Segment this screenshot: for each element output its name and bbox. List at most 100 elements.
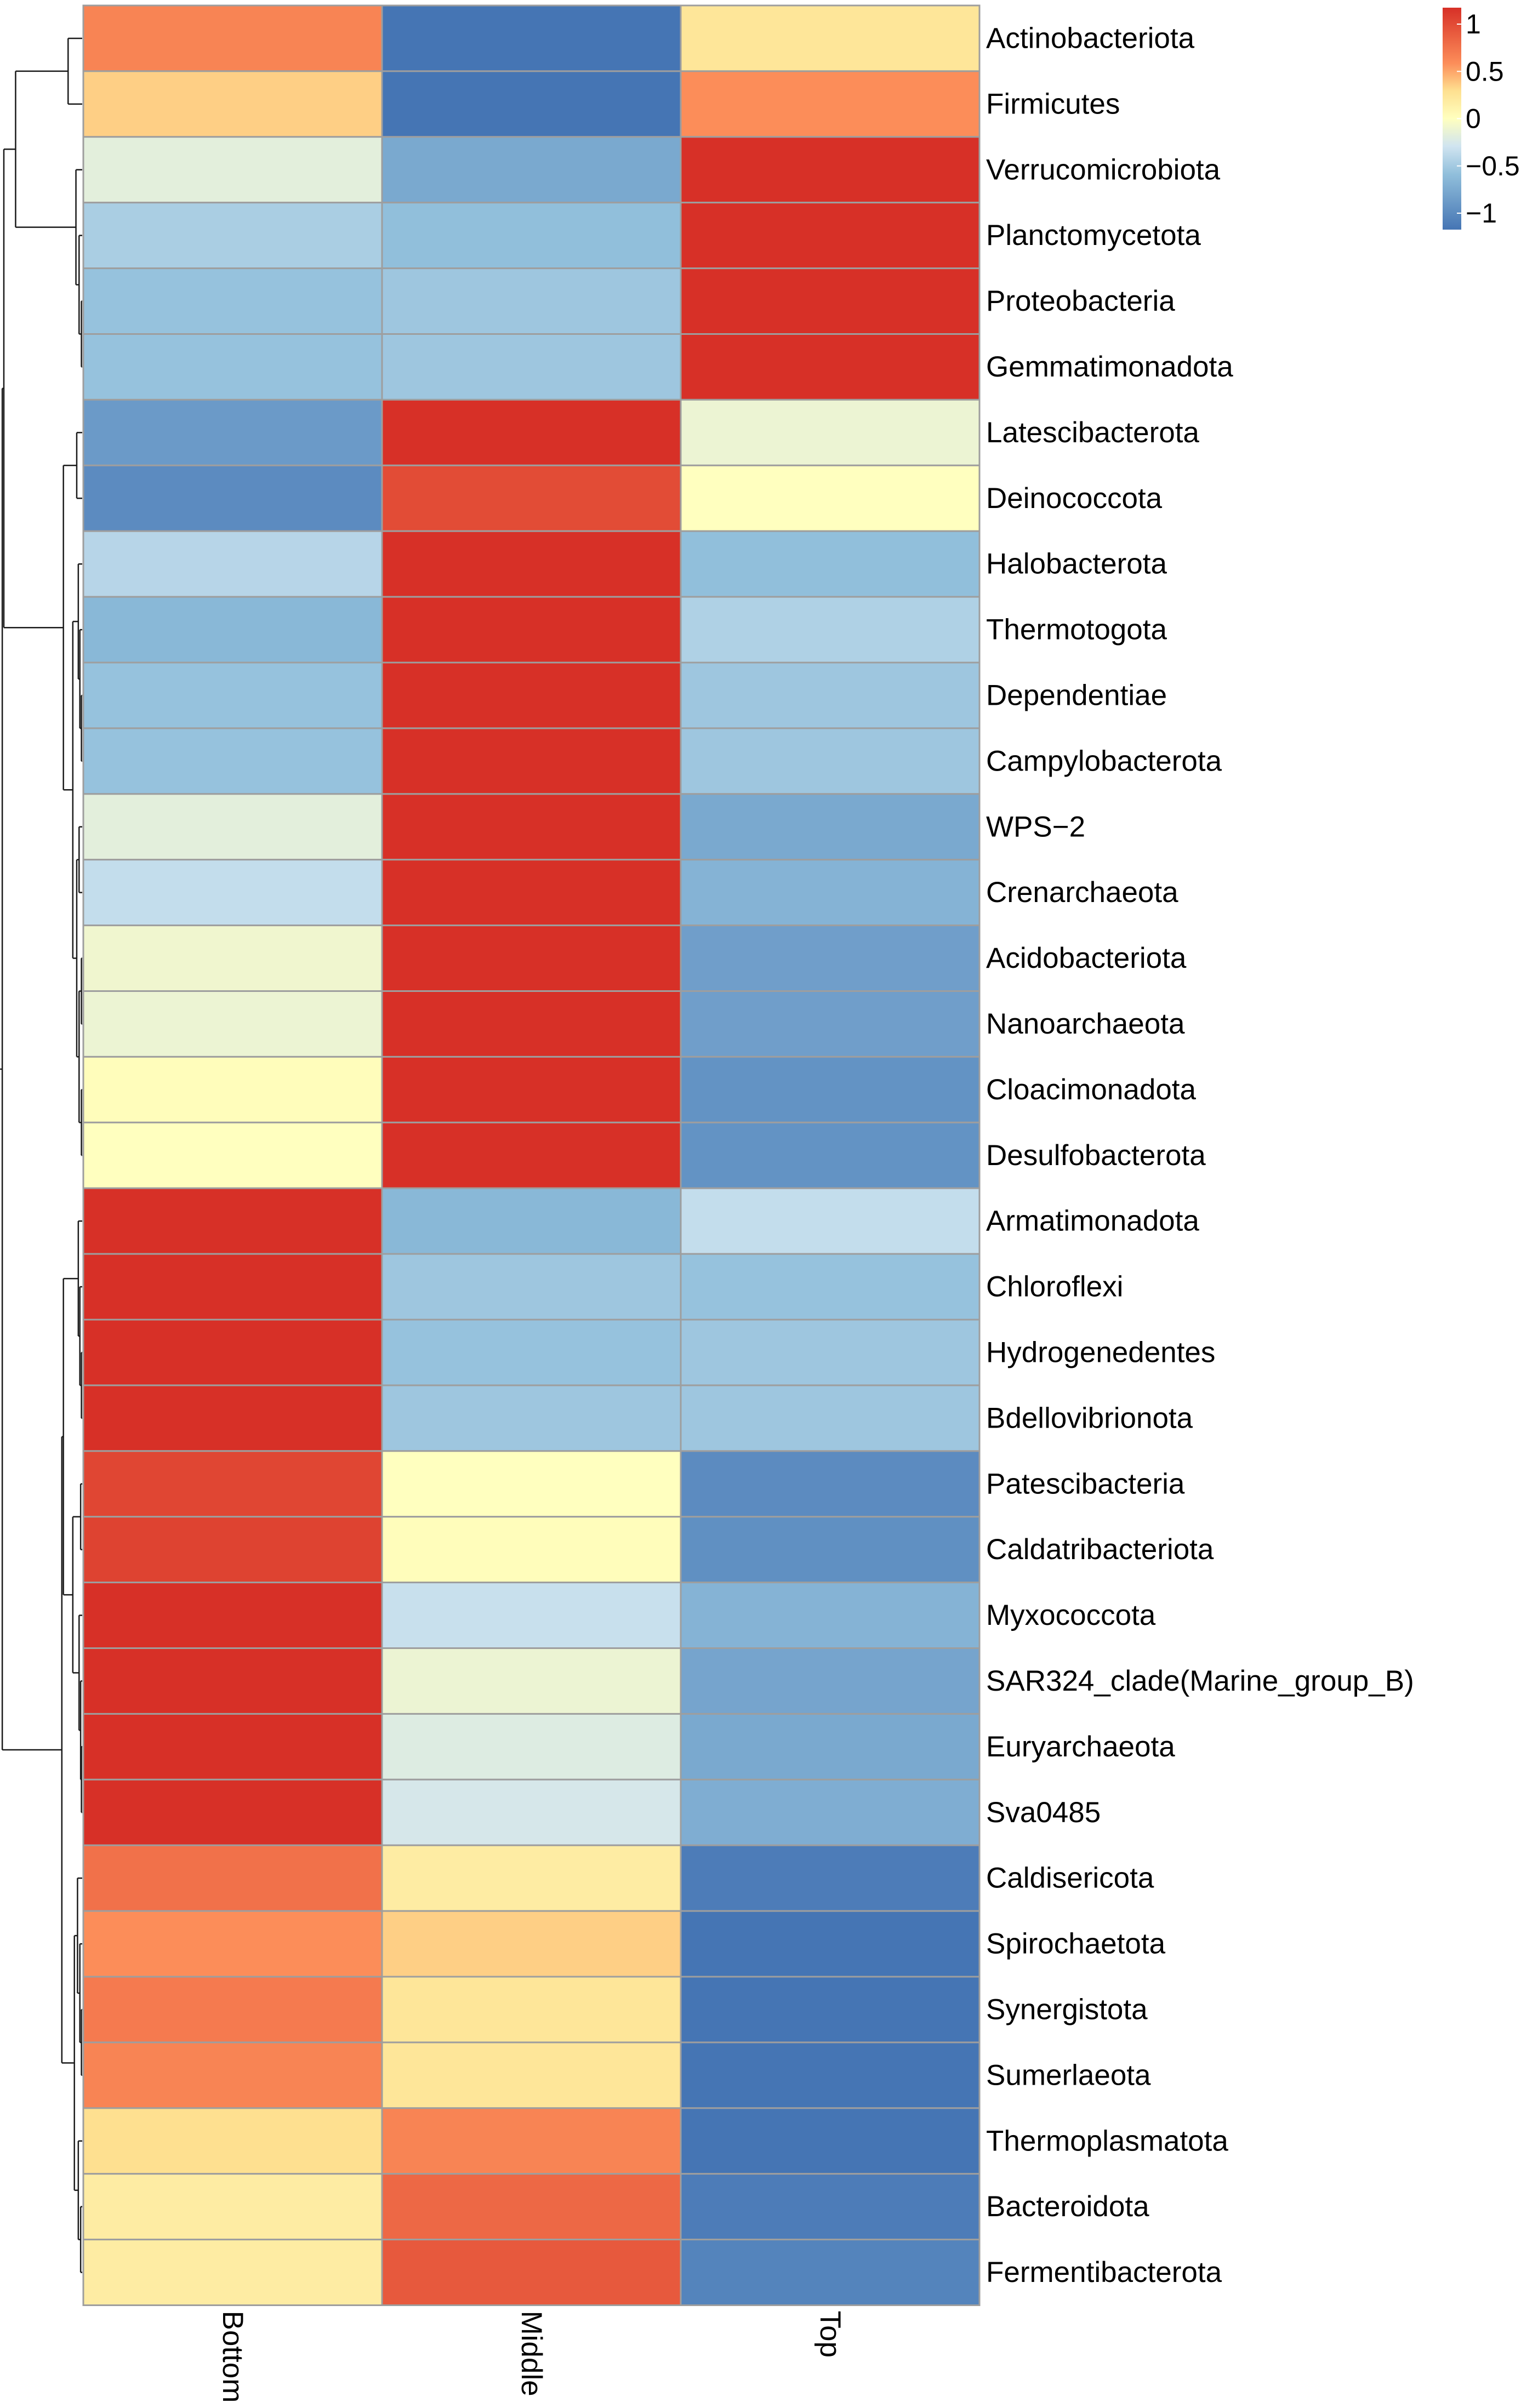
heatmap-cell	[82, 2173, 383, 2241]
column-labels: Bottom Middle Top	[217, 2311, 846, 2403]
row-label: Bacteroidota	[986, 2190, 1149, 2223]
row-label: Bdellovibrionota	[986, 1402, 1193, 1434]
row-label: Latescibacterota	[986, 416, 1199, 449]
heatmap-cell	[82, 398, 383, 466]
row-label: Euryarchaeota	[986, 1731, 1175, 1763]
heatmap-cell	[381, 859, 682, 927]
heatmap-cell	[82, 661, 383, 729]
heatmap-cell	[680, 793, 981, 861]
heatmap-cell	[82, 136, 383, 204]
row-label: Hydrogenedentes	[986, 1336, 1215, 1368]
heatmap-cell	[680, 2239, 981, 2307]
row-label: Thermotogota	[986, 614, 1167, 646]
heatmap-cell	[680, 1647, 981, 1715]
legend-tick-label: 0	[1466, 104, 1481, 134]
heatmap-cell	[680, 1187, 981, 1255]
heatmap-cell	[680, 1384, 981, 1452]
heatmap-cell	[680, 202, 981, 270]
heatmap-cell	[381, 1910, 682, 1978]
heatmap-cell	[381, 1450, 682, 1518]
heatmap-cell	[381, 2107, 682, 2175]
heatmap-cell	[381, 1187, 682, 1255]
heatmap-cell	[680, 990, 981, 1058]
row-label: Thermoplasmatota	[986, 2125, 1228, 2157]
heatmap-cell	[680, 136, 981, 204]
heatmap-cell	[82, 1121, 383, 1189]
heatmap-cell	[381, 2041, 682, 2109]
heatmap-cell	[82, 1976, 383, 2044]
heatmap-cell	[381, 267, 682, 335]
heatmap-cell	[680, 1582, 981, 1650]
heatmap-cell	[82, 1055, 383, 1123]
heatmap-cell	[381, 1121, 682, 1189]
heatmap-cell	[82, 596, 383, 664]
heatmap-cell	[381, 793, 682, 861]
heatmap-cell	[680, 2173, 981, 2241]
heatmap-cell	[82, 70, 383, 138]
heatmap-cell	[680, 1121, 981, 1189]
column-label: Middle	[515, 2311, 548, 2396]
heatmap-cell	[381, 1384, 682, 1452]
row-label: Crenarchaeota	[986, 876, 1178, 909]
heatmap-cell	[680, 596, 981, 664]
legend-tick-label: −1	[1466, 198, 1497, 229]
row-label: Firmicutes	[986, 88, 1120, 120]
row-label: Fermentibacterota	[986, 2256, 1222, 2289]
legend-tick-label: −0.5	[1466, 151, 1520, 181]
heatmap-cell	[82, 1450, 383, 1518]
heatmap-cell	[680, 2107, 981, 2175]
heatmap-cell	[82, 1582, 383, 1650]
heatmap-cell	[680, 859, 981, 927]
heatmap-cell	[680, 398, 981, 466]
row-label: Actinobacteriota	[986, 22, 1195, 54]
heatmap-cell	[82, 202, 383, 270]
row-label: Acidobacteriota	[986, 942, 1187, 974]
heatmap-cell	[680, 464, 981, 532]
row-label: Chloroflexi	[986, 1271, 1123, 1303]
heatmap-cell	[381, 530, 682, 598]
heatmap-cells	[82, 4, 981, 2307]
row-label: Caldisericota	[986, 1862, 1154, 1895]
heatmap-cell	[381, 136, 682, 204]
heatmap-cell	[82, 1384, 383, 1452]
row-label: Sva0485	[986, 1796, 1101, 1829]
heatmap-cell	[381, 1319, 682, 1386]
row-label: Spirochaetota	[986, 1928, 1166, 1960]
column-label: Bottom	[217, 2311, 249, 2403]
heatmap-cell	[82, 2239, 383, 2307]
row-label: Campylobacterota	[986, 745, 1222, 777]
row-label: Proteobacteria	[986, 285, 1175, 317]
heatmap-cell	[381, 2239, 682, 2307]
heatmap-cell	[381, 1778, 682, 1846]
heatmap-cell	[82, 2041, 383, 2109]
heatmap-cell	[381, 1582, 682, 1650]
heatmap-cell	[680, 1319, 981, 1386]
column-label: Top	[814, 2311, 846, 2358]
heatmap-cell	[680, 333, 981, 401]
heatmap-cell	[82, 1844, 383, 1912]
heatmap-cell	[680, 1713, 981, 1781]
row-label: Deinococcota	[986, 482, 1163, 515]
heatmap-cell	[680, 1253, 981, 1321]
heatmap-cell	[680, 267, 981, 335]
heatmap-cell	[381, 1844, 682, 1912]
row-label: Synergistota	[986, 1993, 1148, 2025]
heatmap-cell	[381, 727, 682, 795]
row-dendrogram	[0, 37, 82, 2273]
heatmap-cell	[381, 1253, 682, 1321]
heatmap-cell	[680, 530, 981, 598]
heatmap-cell	[381, 925, 682, 992]
heatmap-cell	[381, 661, 682, 729]
heatmap-cell	[381, 1516, 682, 1584]
heatmap-cell	[82, 2107, 383, 2175]
heatmap-cell	[680, 70, 981, 138]
heatmap-cell	[680, 1976, 981, 2044]
heatmap-cell	[82, 793, 383, 861]
heatmap-cell	[82, 1253, 383, 1321]
heatmap-cell	[381, 4, 682, 72]
row-label: Desulfobacterota	[986, 1139, 1206, 1172]
heatmap-cell	[680, 661, 981, 729]
heatmap-cell	[82, 1516, 383, 1584]
heatmap-cell	[680, 4, 981, 72]
